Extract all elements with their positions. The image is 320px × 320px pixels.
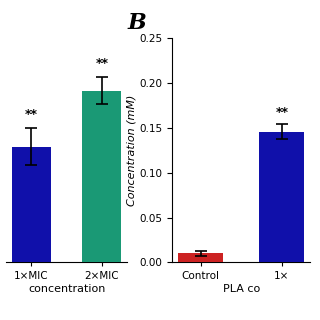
Text: **: ** <box>275 106 288 119</box>
Bar <box>12 147 51 262</box>
Bar <box>260 132 304 262</box>
Text: **: ** <box>25 108 38 121</box>
Bar <box>178 253 223 262</box>
Bar <box>83 91 121 262</box>
Text: **: ** <box>95 57 108 70</box>
X-axis label: PLA co: PLA co <box>223 284 260 294</box>
X-axis label: concentration: concentration <box>28 284 105 294</box>
Y-axis label: Concentration (mΜ): Concentration (mΜ) <box>126 95 136 206</box>
Text: B: B <box>128 12 147 34</box>
